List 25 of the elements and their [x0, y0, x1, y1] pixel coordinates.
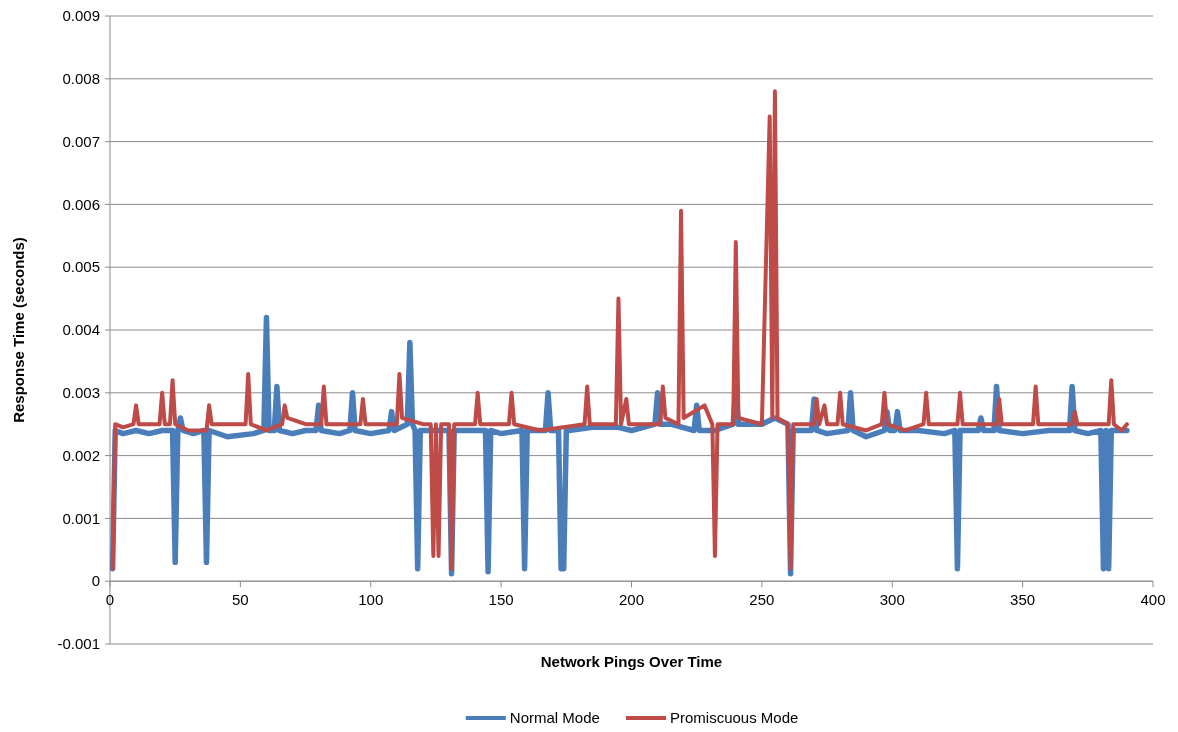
y-tick-label: 0.007	[62, 132, 100, 150]
x-tick-label: 300	[879, 591, 905, 609]
x-tick-label: 200	[618, 591, 645, 609]
x-tick-label: 150	[488, 591, 514, 609]
y-tick-label: 0.009	[62, 7, 100, 25]
x-tick-label: 400	[1140, 591, 1166, 609]
y-tick-label: 0.003	[62, 384, 100, 402]
x-tick-label: 50	[232, 591, 249, 609]
x-tick-label: 250	[749, 591, 775, 609]
x-tick-label: 100	[358, 591, 384, 609]
legend-label: Promiscuous Mode	[670, 709, 799, 727]
legend-label: Normal Mode	[509, 709, 600, 727]
y-tick-label: 0.002	[62, 446, 100, 464]
y-axis-title: Response Time (seconds)	[10, 237, 27, 423]
y-tick-label: 0.005	[62, 258, 100, 276]
x-tick-label: 0	[105, 591, 115, 609]
x-tick-label: 350	[1010, 591, 1036, 609]
y-tick-label: 0.004	[62, 321, 100, 339]
y-tick-label: 0.008	[62, 70, 100, 88]
y-tick-label: 0.001	[62, 509, 100, 527]
y-tick-label: 0.006	[62, 195, 100, 213]
x-axis-title: Network Pings Over Time	[540, 653, 723, 670]
y-tick-label: 0	[91, 572, 100, 590]
line-series	[110, 89, 1129, 571]
y-tick-label: -0.001	[57, 635, 100, 653]
